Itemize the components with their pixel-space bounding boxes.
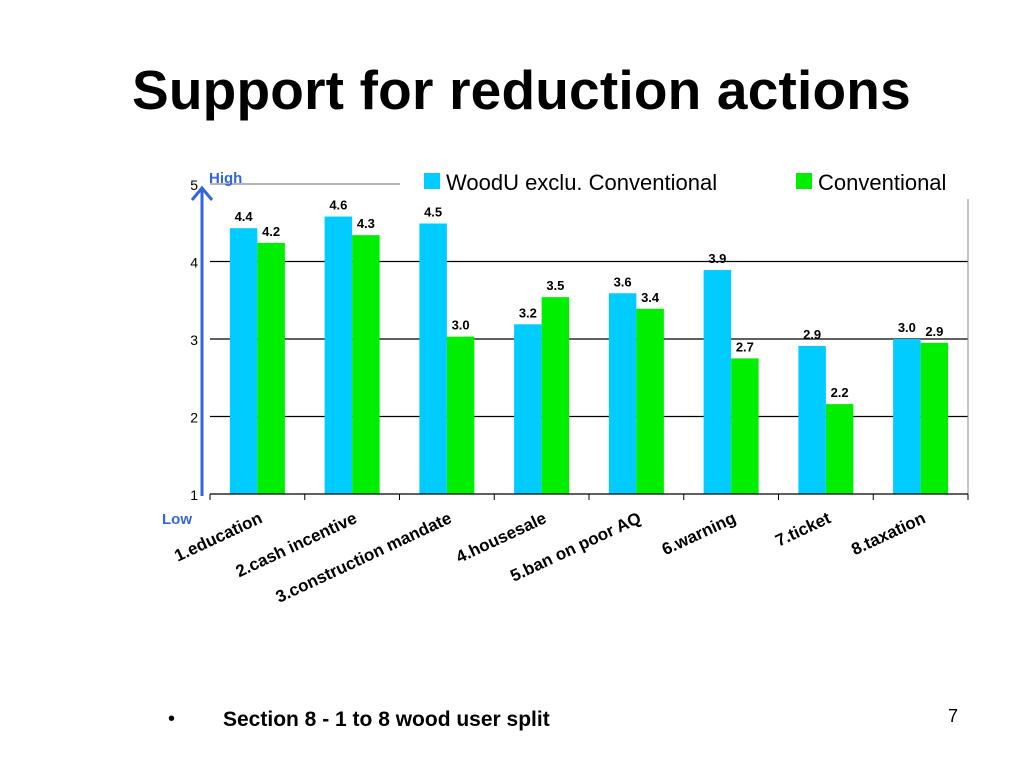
bar — [636, 308, 664, 494]
y-tick-label: 5 — [190, 177, 198, 193]
bar — [608, 293, 637, 494]
data-label: 3.4 — [641, 290, 660, 305]
legend-label: WoodU exclu. Conventional — [446, 170, 717, 195]
y-tick-label: 2 — [190, 410, 198, 426]
y-tick-label: 4 — [190, 255, 198, 271]
data-label: 4.2 — [262, 224, 280, 239]
bar-chart: 1 2 3 4 5 4.4 4.6 4.5 3.2 3.6 3.9 2.9 3.0 4.2 4.3 3.0 3.… — [162, 170, 969, 607]
y-tick-label: 3 — [190, 332, 198, 348]
legend-swatch — [796, 173, 812, 189]
data-label: 4.6 — [329, 198, 347, 213]
legend-label: Conventional — [818, 170, 946, 195]
data-label: 2.7 — [736, 339, 754, 354]
x-category-label: 8.taxation — [848, 508, 928, 559]
bar — [825, 404, 854, 494]
bullet-marker: • — [168, 708, 176, 730]
page-number: 7 — [948, 706, 959, 726]
data-label: 3.0 — [898, 320, 916, 335]
bullet-text: Section 8 - 1 to 8 wood user split — [223, 708, 550, 731]
y-tick-label: 1 — [190, 487, 198, 503]
bar — [703, 270, 732, 494]
slide-title: Support for reduction actions — [132, 59, 911, 121]
bar — [731, 358, 759, 494]
bar — [257, 242, 285, 494]
data-label: 3.5 — [546, 278, 564, 293]
data-label: 3.9 — [708, 251, 726, 266]
bar — [798, 345, 826, 494]
bar — [893, 339, 921, 494]
high-annotation: High — [209, 170, 242, 187]
data-label: 2.2 — [831, 385, 849, 400]
bar — [419, 223, 447, 494]
high-low-arrowhead — [190, 185, 214, 201]
data-label: 4.4 — [235, 209, 254, 224]
bar — [446, 336, 475, 494]
x-category-label: 6.warning — [659, 508, 739, 559]
bar — [229, 228, 258, 495]
data-label: 4.3 — [357, 216, 375, 231]
data-label: 4.5 — [424, 205, 442, 220]
x-category-label: 7.ticket — [772, 508, 833, 550]
data-label: 3.2 — [519, 305, 537, 320]
data-label: 2.9 — [925, 324, 943, 339]
bar — [352, 235, 380, 494]
bar — [920, 342, 949, 494]
bar — [324, 216, 353, 495]
data-label: 2.9 — [803, 327, 821, 342]
x-category-label: 3.construction mandate — [273, 508, 455, 606]
data-label: 3.6 — [614, 274, 632, 289]
low-annotation: Low — [162, 511, 192, 528]
legend-swatch — [424, 173, 440, 189]
bar — [541, 297, 570, 494]
bar — [514, 324, 542, 494]
data-label: 3.0 — [452, 318, 470, 333]
